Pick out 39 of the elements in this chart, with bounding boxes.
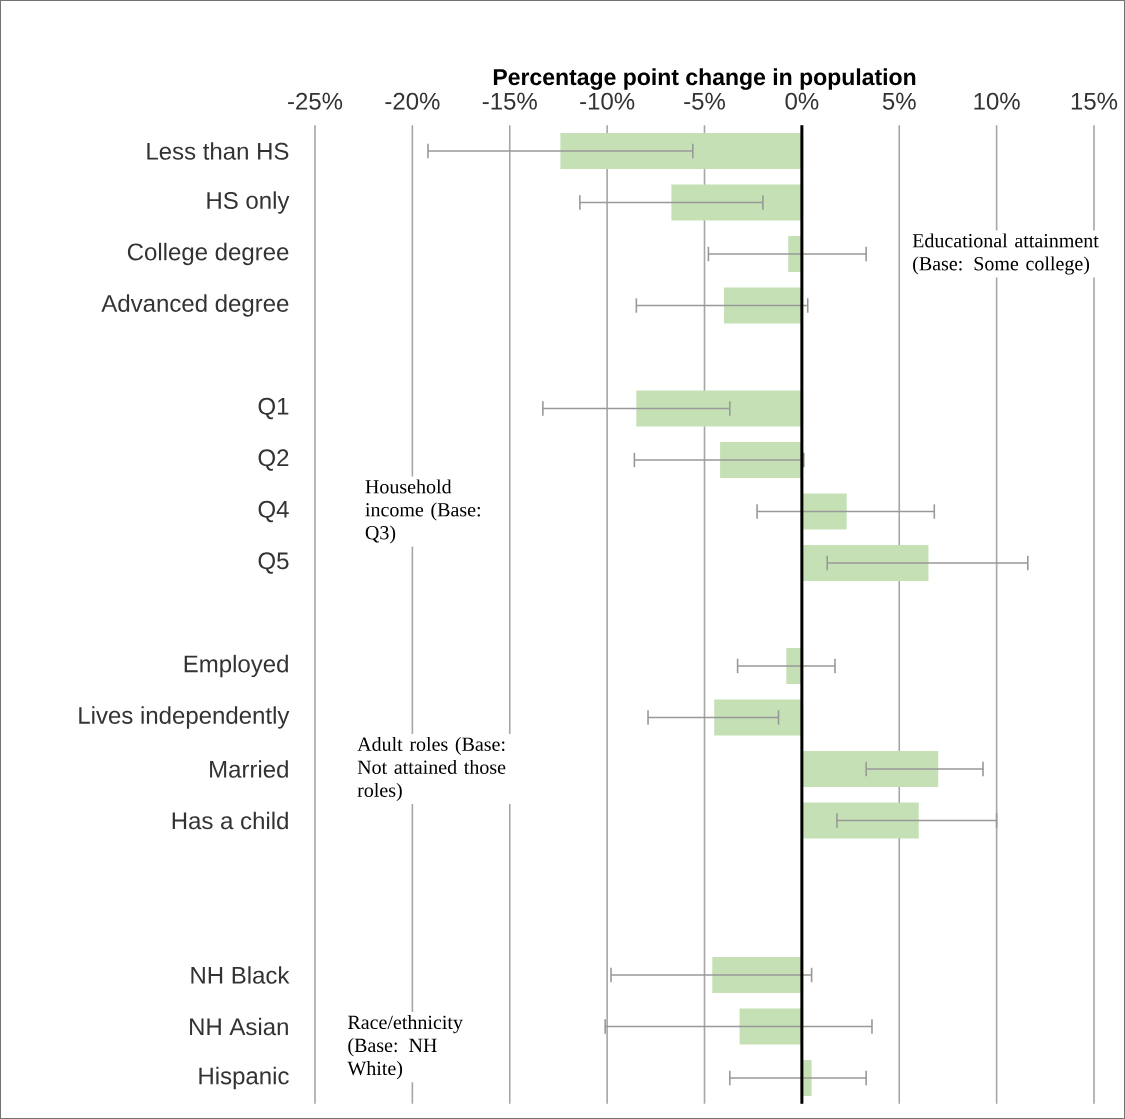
y-tick-label: Q5 [258,552,289,574]
x-tick-label: 15% [1071,92,1118,110]
y-tick-label: Less than HS [147,142,289,160]
y-tick-label: NH Asian [190,1017,288,1036]
y-tick-label: Has a child [172,811,288,830]
y-tick-label: Hispanic [199,1066,289,1090]
annotation: Educational attainment (Base: Some college) [912,233,1099,275]
annotation: Household income (Base: Q3) [365,479,480,544]
x-tick-label: 0% [785,92,819,110]
x-axis-title: Percentage point change in population [493,68,916,90]
annotation: Adult roles (Base: Not attained those roles) [357,736,506,802]
x-tick-label: -5% [684,92,725,110]
x-tick-label: -20% [385,92,440,110]
y-tick-label: Advanced degree [101,294,289,317]
bar [801,750,939,788]
bar [636,390,802,427]
bar [801,493,847,530]
x-tick-label: 10% [974,92,1020,110]
y-tick-label: Lives independently [79,706,290,729]
bar [739,1008,802,1045]
y-tick-label: Employed [184,654,288,678]
bar [714,699,802,736]
x-tick-label: -25% [288,92,343,110]
y-tick-label: College degree [127,242,289,266]
y-tick-label: Married [210,760,288,778]
bar [671,184,802,221]
bar [560,132,802,170]
annotation: Race/ethnicity (Base: NH White) [347,1015,463,1080]
y-tick-label: Q4 [258,500,289,523]
y-tick-label: NH Black [191,966,290,984]
bar [723,287,802,324]
y-tick-label: Q1 [258,397,289,420]
y-tick-label: HS only [207,191,290,214]
y-tick-label: Q2 [258,449,289,471]
x-tick-label: -10% [580,92,635,110]
bar [801,544,929,582]
x-tick-label: -15% [482,92,537,110]
x-tick-label: 5% [882,92,916,110]
bar [801,802,919,839]
